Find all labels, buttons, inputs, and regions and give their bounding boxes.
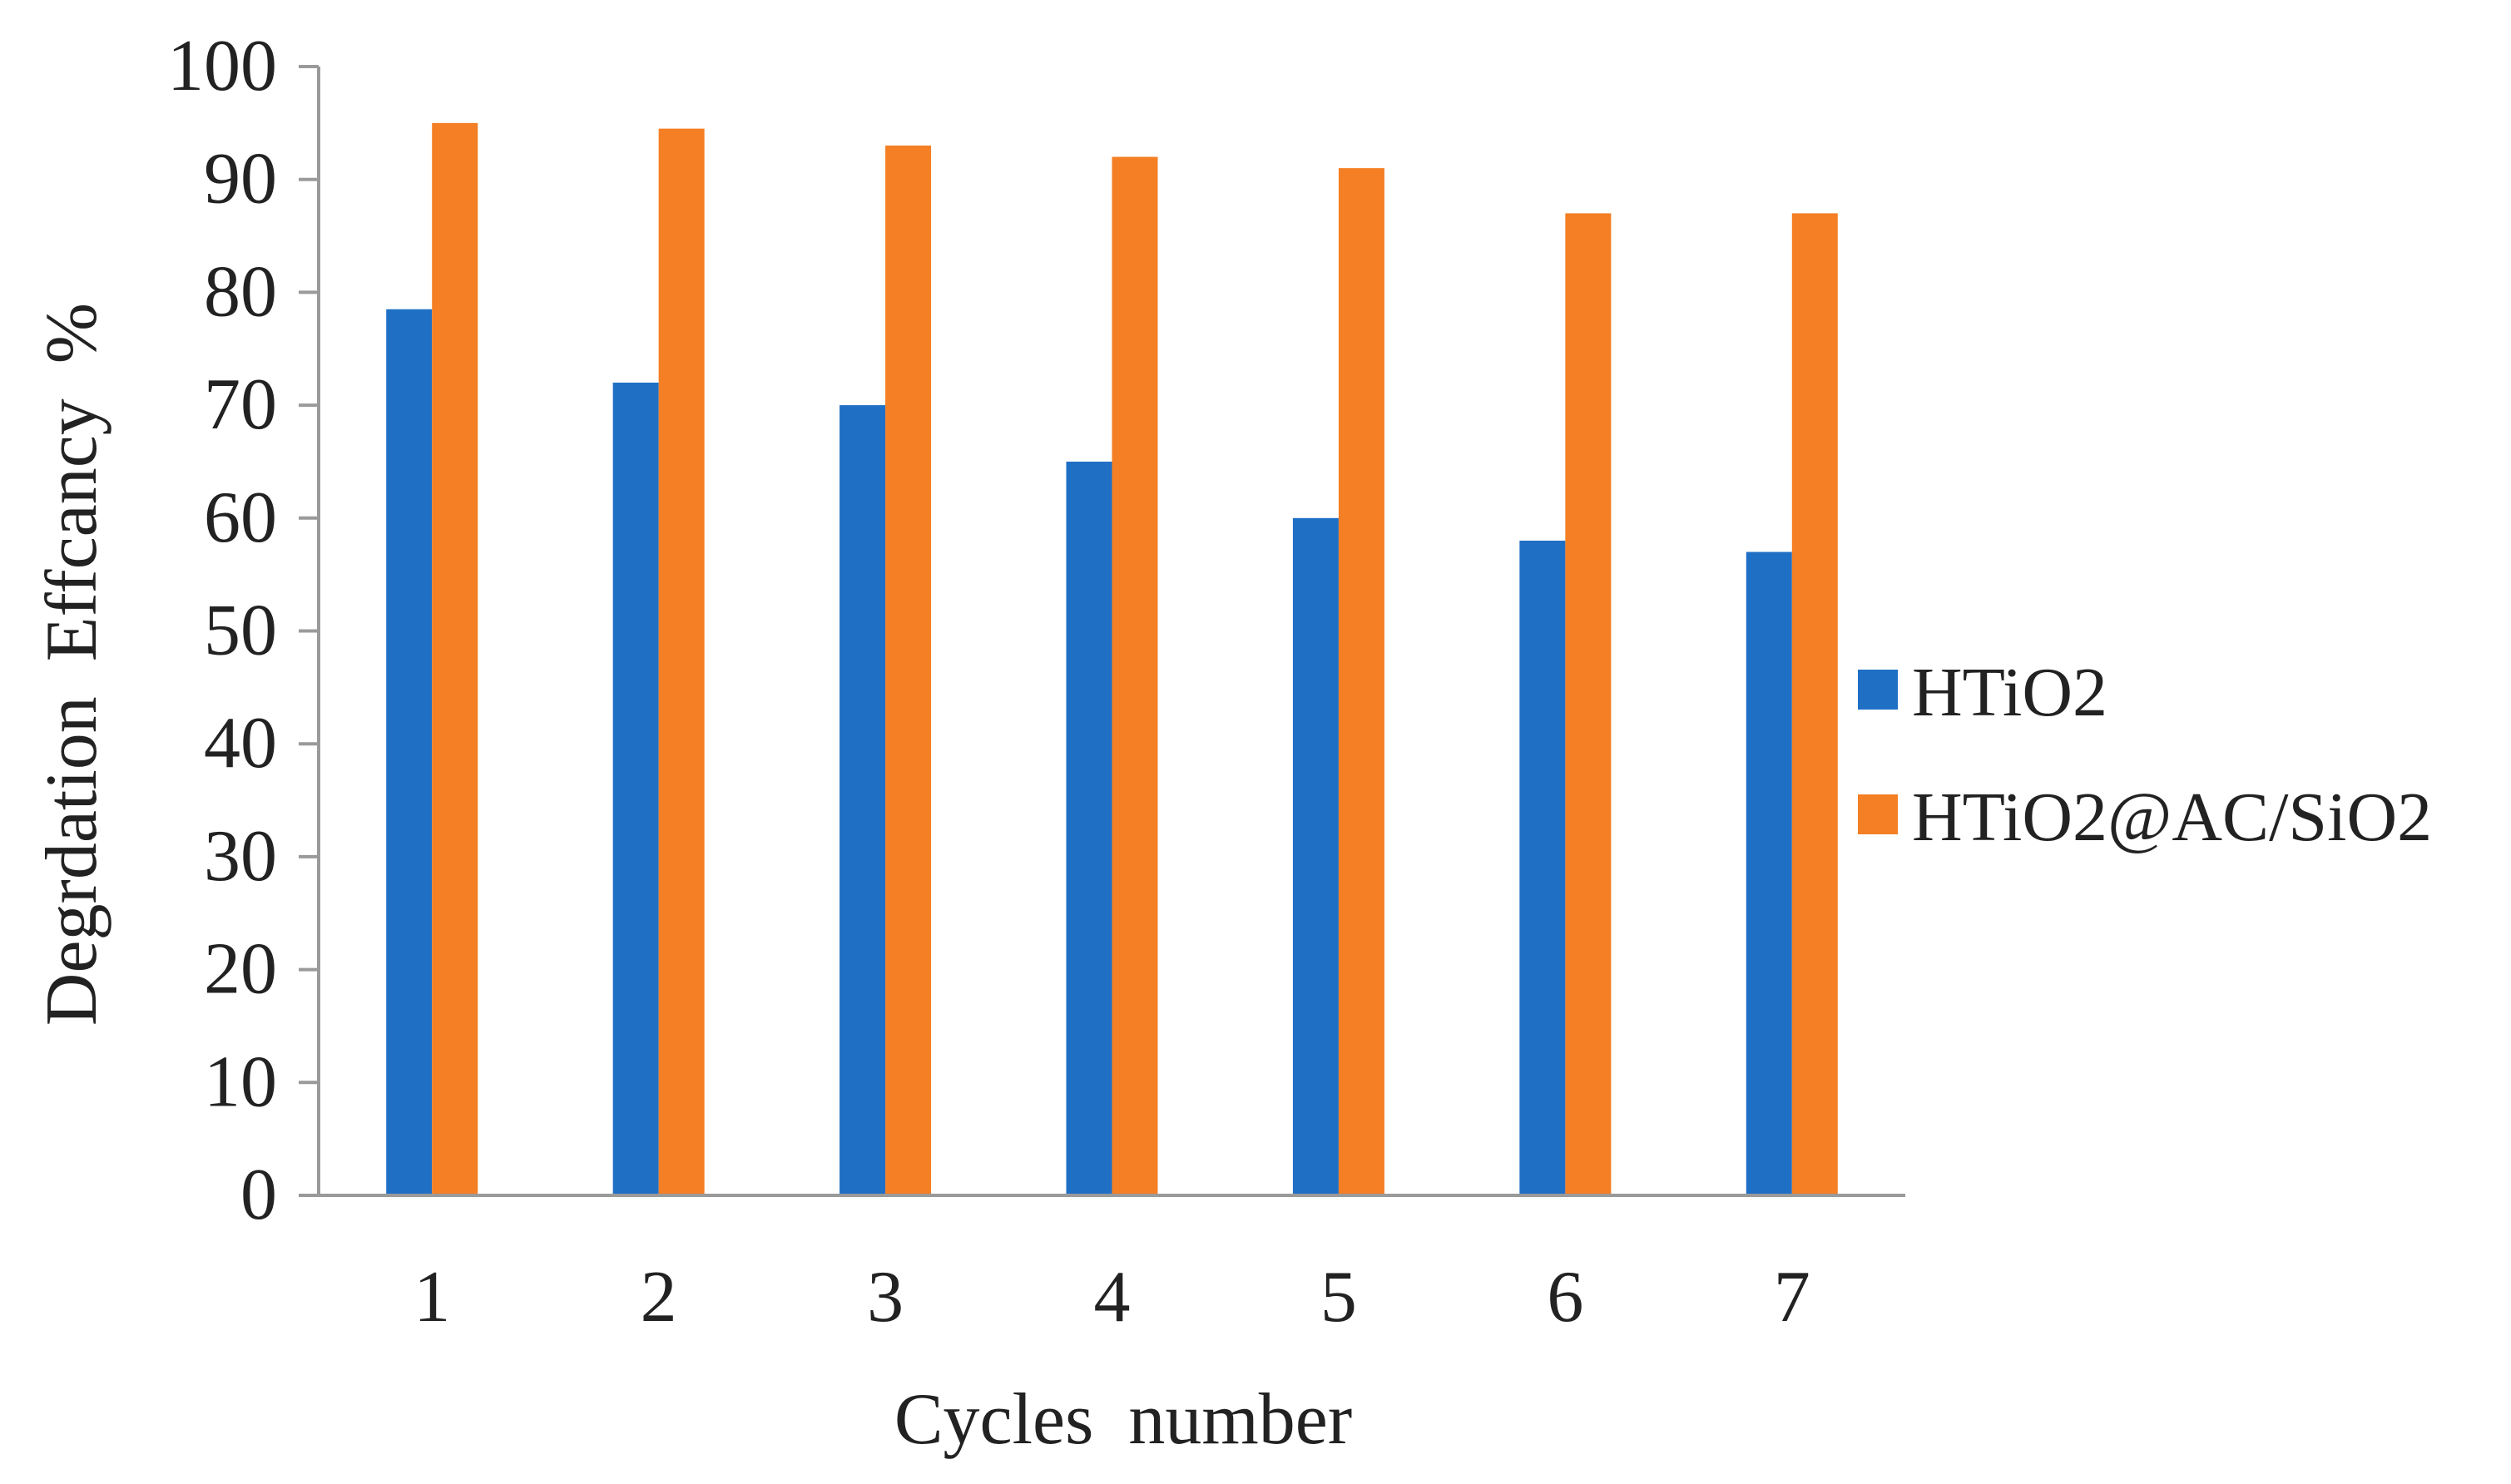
x-tick-label: 7	[1774, 1257, 1810, 1338]
axes	[317, 67, 1905, 1197]
bar-htio2-ac-sio2-cycle-5	[1338, 168, 1384, 1195]
legend-swatch-htio2	[1858, 670, 1898, 710]
x-tick-label: 1	[414, 1257, 450, 1338]
y-tick-label: 100	[167, 26, 277, 106]
y-axis-title: Degrdation Effcancy %	[32, 303, 112, 1026]
bar-htio2-ac-sio2-cycle-1	[432, 122, 478, 1196]
bar-htio2-ac-sio2-cycle-6	[1565, 213, 1612, 1195]
y-tick-label: 50	[204, 591, 277, 671]
y-tick-label: 40	[204, 703, 277, 784]
y-tick-label: 70	[204, 364, 277, 445]
y-tick-label: 80	[204, 251, 277, 332]
legend-swatch-htio2-ac-sio2	[1858, 794, 1898, 834]
bar-htio2-cycle-5	[1292, 517, 1339, 1195]
x-axis-tick-labels: 1 2 3 4 5 6 7	[414, 1257, 1810, 1338]
x-tick-label: 6	[1547, 1257, 1583, 1338]
x-tick-label: 5	[1320, 1257, 1357, 1338]
bar-htio2-ac-sio2-cycle-7	[1791, 213, 1838, 1195]
bar-htio2-cycle-2	[612, 382, 659, 1196]
bar-htio2-ac-sio2-cycle-3	[885, 145, 932, 1196]
legend-label-htio2-ac-sio2: HTiO2@AC/SiO2	[1912, 779, 2432, 856]
y-tick-label: 10	[204, 1041, 277, 1122]
y-tick-label: 30	[204, 816, 277, 897]
bar-htio2-cycle-6	[1519, 540, 1566, 1195]
x-axis-title: Cycles number	[894, 1379, 1352, 1460]
x-tick-label: 4	[1094, 1257, 1131, 1338]
bar-htio2-cycle-1	[386, 309, 433, 1195]
y-tick-label: 20	[204, 929, 277, 1010]
bar-htio2-cycle-3	[839, 405, 886, 1196]
y-tick-label: 90	[204, 139, 277, 220]
y-tick-label: 60	[204, 477, 277, 558]
bar-htio2-ac-sio2-cycle-4	[1112, 156, 1158, 1195]
bar-htio2-cycle-4	[1066, 461, 1112, 1195]
legend: HTiO2 HTiO2@AC/SiO2	[1858, 654, 2432, 856]
bar-htio2-cycle-7	[1746, 552, 1792, 1195]
y-axis-ticks: 0 10 20 30 40 50 60 70 80 90 100	[167, 26, 319, 1235]
x-tick-label: 2	[641, 1257, 677, 1338]
y-tick-label: 0	[240, 1155, 277, 1235]
bars	[386, 122, 1838, 1196]
x-tick-label: 3	[867, 1257, 904, 1338]
legend-label-htio2: HTiO2	[1912, 654, 2107, 731]
bar-htio2-ac-sio2-cycle-2	[658, 128, 705, 1195]
